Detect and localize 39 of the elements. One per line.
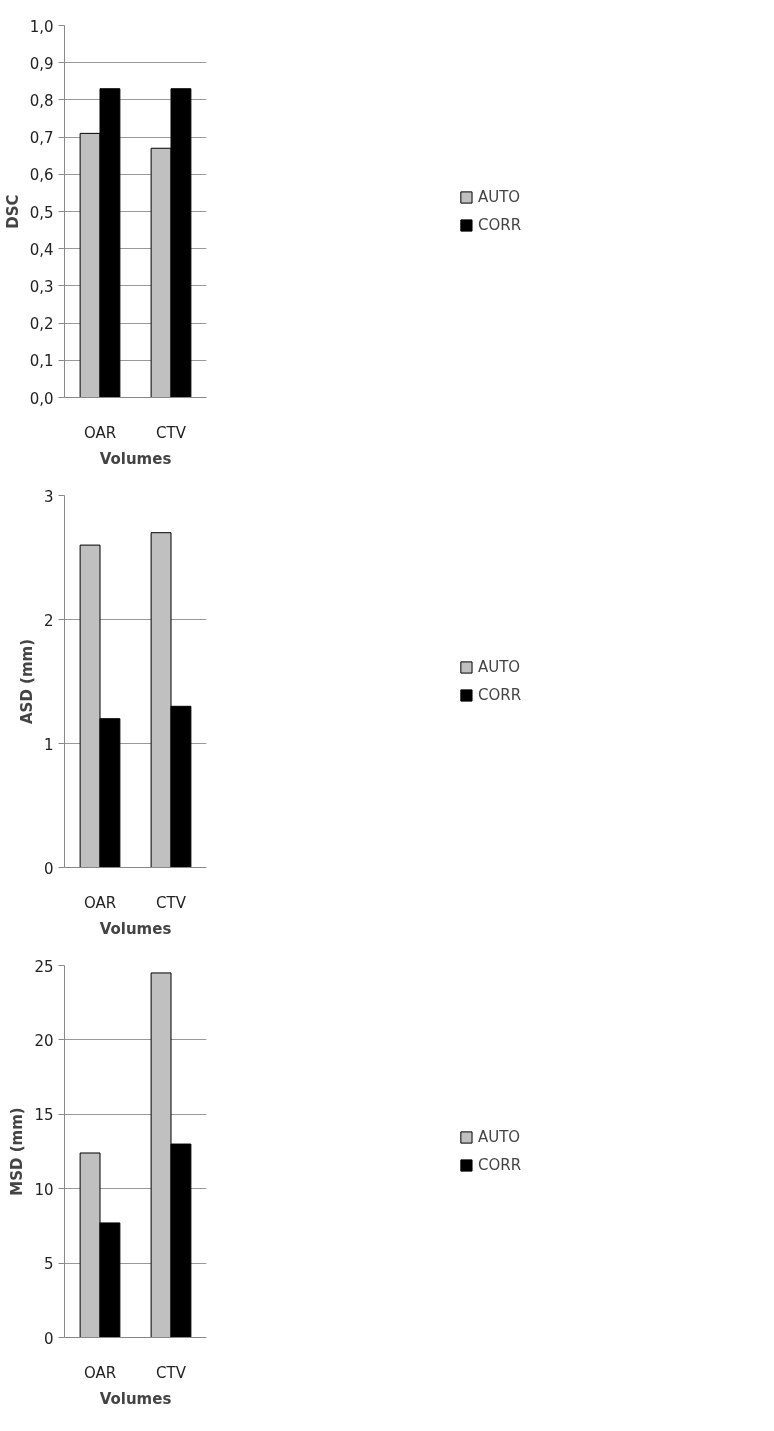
legend-label: CORR — [477, 216, 522, 234]
y-tick-label: 0,1 — [29, 352, 54, 371]
x-tick-label: OAR — [83, 1363, 117, 1382]
y-tick-label: 1 — [43, 735, 54, 754]
legend-label: AUTO — [477, 1128, 521, 1146]
y-tick-label: 2 — [43, 611, 54, 630]
y-tick-label: 0,0 — [29, 389, 54, 408]
y-tick-label: 0,5 — [29, 203, 54, 222]
y-tick-label: 0,2 — [29, 315, 54, 334]
y-tick-label: 0 — [43, 1329, 54, 1348]
y-axis-title: MSD (mm) — [8, 1107, 27, 1196]
y-tick-label: 3 — [43, 487, 54, 506]
x-tick-label: CTV — [156, 423, 187, 442]
y-tick-label: 0,4 — [29, 240, 54, 259]
legend-label: AUTO — [477, 658, 521, 676]
y-tick-label: 10 — [34, 1180, 54, 1199]
x-tick-label: OAR — [83, 893, 117, 912]
x-axis-title: Volumes — [99, 1389, 172, 1408]
y-tick-label: 1,0 — [29, 17, 54, 36]
x-tick-label: OAR — [83, 423, 117, 442]
x-axis-title: Volumes — [99, 449, 172, 468]
y-axis-title: ASD (mm) — [17, 638, 36, 725]
y-tick-label: 15 — [34, 1106, 54, 1125]
x-axis-title: Volumes — [99, 919, 172, 938]
y-tick-label: 0,7 — [29, 129, 54, 148]
y-axis-title: DSC — [3, 194, 22, 229]
legend-label: AUTO — [477, 188, 521, 206]
legend-label: CORR — [477, 1156, 522, 1174]
y-tick-label: 20 — [34, 1031, 54, 1050]
y-tick-label: 0,3 — [29, 277, 54, 296]
y-tick-label: 5 — [43, 1255, 54, 1274]
y-tick-label: 0,8 — [29, 91, 54, 110]
y-tick-label: 25 — [34, 957, 54, 976]
legend-label: CORR — [477, 686, 522, 704]
y-tick-label: 0,9 — [29, 54, 54, 73]
y-tick-label: 0 — [43, 859, 54, 878]
y-tick-label: 0,6 — [29, 166, 54, 185]
x-tick-label: CTV — [156, 1363, 187, 1382]
x-tick-label: CTV — [156, 893, 187, 912]
